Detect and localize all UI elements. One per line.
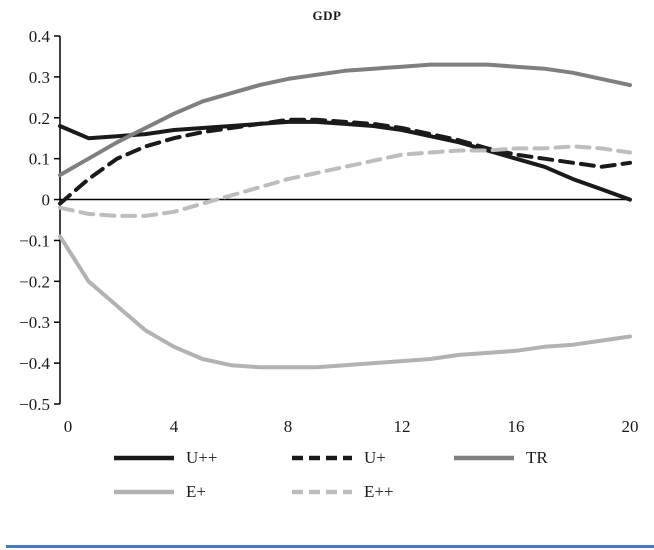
legend-item-U+: U+ [290,448,452,468]
series-line-U++ [58,119,632,202]
x-tick-label: 4 [170,417,179,436]
legend-swatch-U+ [292,455,352,461]
legend-item-E++: E++ [290,482,452,502]
legend-label-E+: E+ [186,482,206,501]
x-tick-label: 20 [622,417,639,436]
series-line-E++ [58,144,632,218]
y-tick-label: 0.3 [29,68,50,87]
legend-item-E+: E+ [112,482,290,502]
y-tick-label: 0.4 [29,28,51,46]
legend-swatch-E+ [114,489,174,495]
series-line-E+ [58,234,632,370]
legend-label-TR: TR [526,448,548,467]
x-tick-label: 12 [394,417,411,436]
y-tick-label: −0.1 [19,231,50,250]
chart-canvas: 0.4 0.3 0.2 0.1 0 −0.1 −0.2 −0.3 −0.4 −0.5 0 4 8 12 16… [19,28,639,436]
y-tick-label: 0.2 [29,109,50,128]
y-tick-label: 0.1 [29,150,50,169]
series-line-U+ [58,117,632,206]
chart-title: GDP [312,8,342,23]
legend-item-TR: TR [452,448,612,468]
legend-swatch-U++ [114,455,174,461]
legend-label-E++: E++ [364,482,394,501]
x-tick-label: 0 [64,417,73,436]
legend-item-U++: U++ [112,448,290,468]
x-tick-label: 16 [508,417,525,436]
legend-label-U+: U+ [364,448,386,467]
y-tick-label: −0.4 [19,354,50,373]
bottom-border [6,545,654,548]
chart-legend: U++ U+ TR E+ E++ [0,448,654,502]
y-tick-label: 0 [42,191,51,210]
legend-swatch-TR [454,455,514,461]
legend-label-U++: U++ [186,448,218,467]
y-tick-label: −0.3 [19,313,50,332]
series-line-TR [58,62,632,177]
x-tick-label: 8 [284,417,293,436]
y-tick-label: −0.5 [19,395,50,414]
legend-swatch-E++ [292,489,352,495]
y-tick-label: −0.2 [19,272,50,291]
